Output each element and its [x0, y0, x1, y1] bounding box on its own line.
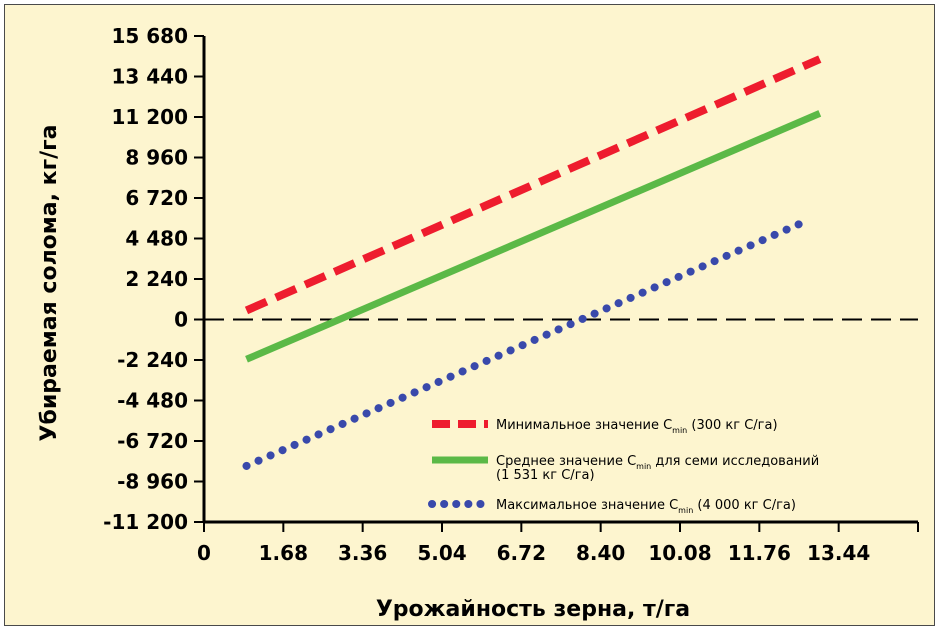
- legend-label-3: Максимальное значение Cmin (4 000 кг C/г…: [496, 498, 796, 515]
- y-tick-label: 4 480: [125, 227, 188, 251]
- y-tick-label: 2 240: [125, 267, 188, 291]
- y-tick-label: 15 680: [111, 24, 188, 48]
- legend-label-2: Среднее значение Cmin для семи исследова…: [496, 454, 819, 471]
- x-tick-label: 13.44: [807, 541, 870, 565]
- y-tick-label: 13 440: [111, 65, 188, 89]
- legend-label-1: Минимальное значение Cmin (300 кг C/га): [496, 418, 778, 435]
- y-tick-label: -11 200: [103, 510, 188, 534]
- y-tick-label: -6 720: [117, 429, 188, 453]
- y-tick-label: -8 960: [117, 470, 188, 494]
- y-tick-label: -2 240: [117, 348, 188, 372]
- x-tick-label: 10.08: [648, 541, 711, 565]
- x-tick-label: 5.04: [417, 541, 466, 565]
- y-tick-label: -4 480: [117, 389, 188, 413]
- y-tick-label: 8 960: [125, 146, 188, 170]
- legend-label-2-line2: (1 531 кг C/га): [496, 468, 595, 483]
- x-tick-label: 6.72: [497, 541, 546, 565]
- x-tick-label: 1.68: [259, 541, 308, 565]
- x-tick-label: 0: [197, 541, 211, 565]
- x-axis-title: Урожайность зерна, т/га: [376, 597, 690, 622]
- y-tick-label: 11 200: [111, 105, 188, 129]
- y-tick-label: 6 720: [125, 186, 188, 210]
- x-tick-label: 11.76: [728, 541, 791, 565]
- y-tick-label: 0: [174, 308, 188, 332]
- y-axis-title: Убираемая солома, кг/га: [37, 125, 62, 442]
- series-line-2: [245, 110, 822, 363]
- x-tick-label: 3.36: [338, 541, 387, 565]
- series-line-1: [244, 55, 822, 315]
- x-tick-label: 8.40: [576, 541, 625, 565]
- series-line-3: [242, 216, 813, 470]
